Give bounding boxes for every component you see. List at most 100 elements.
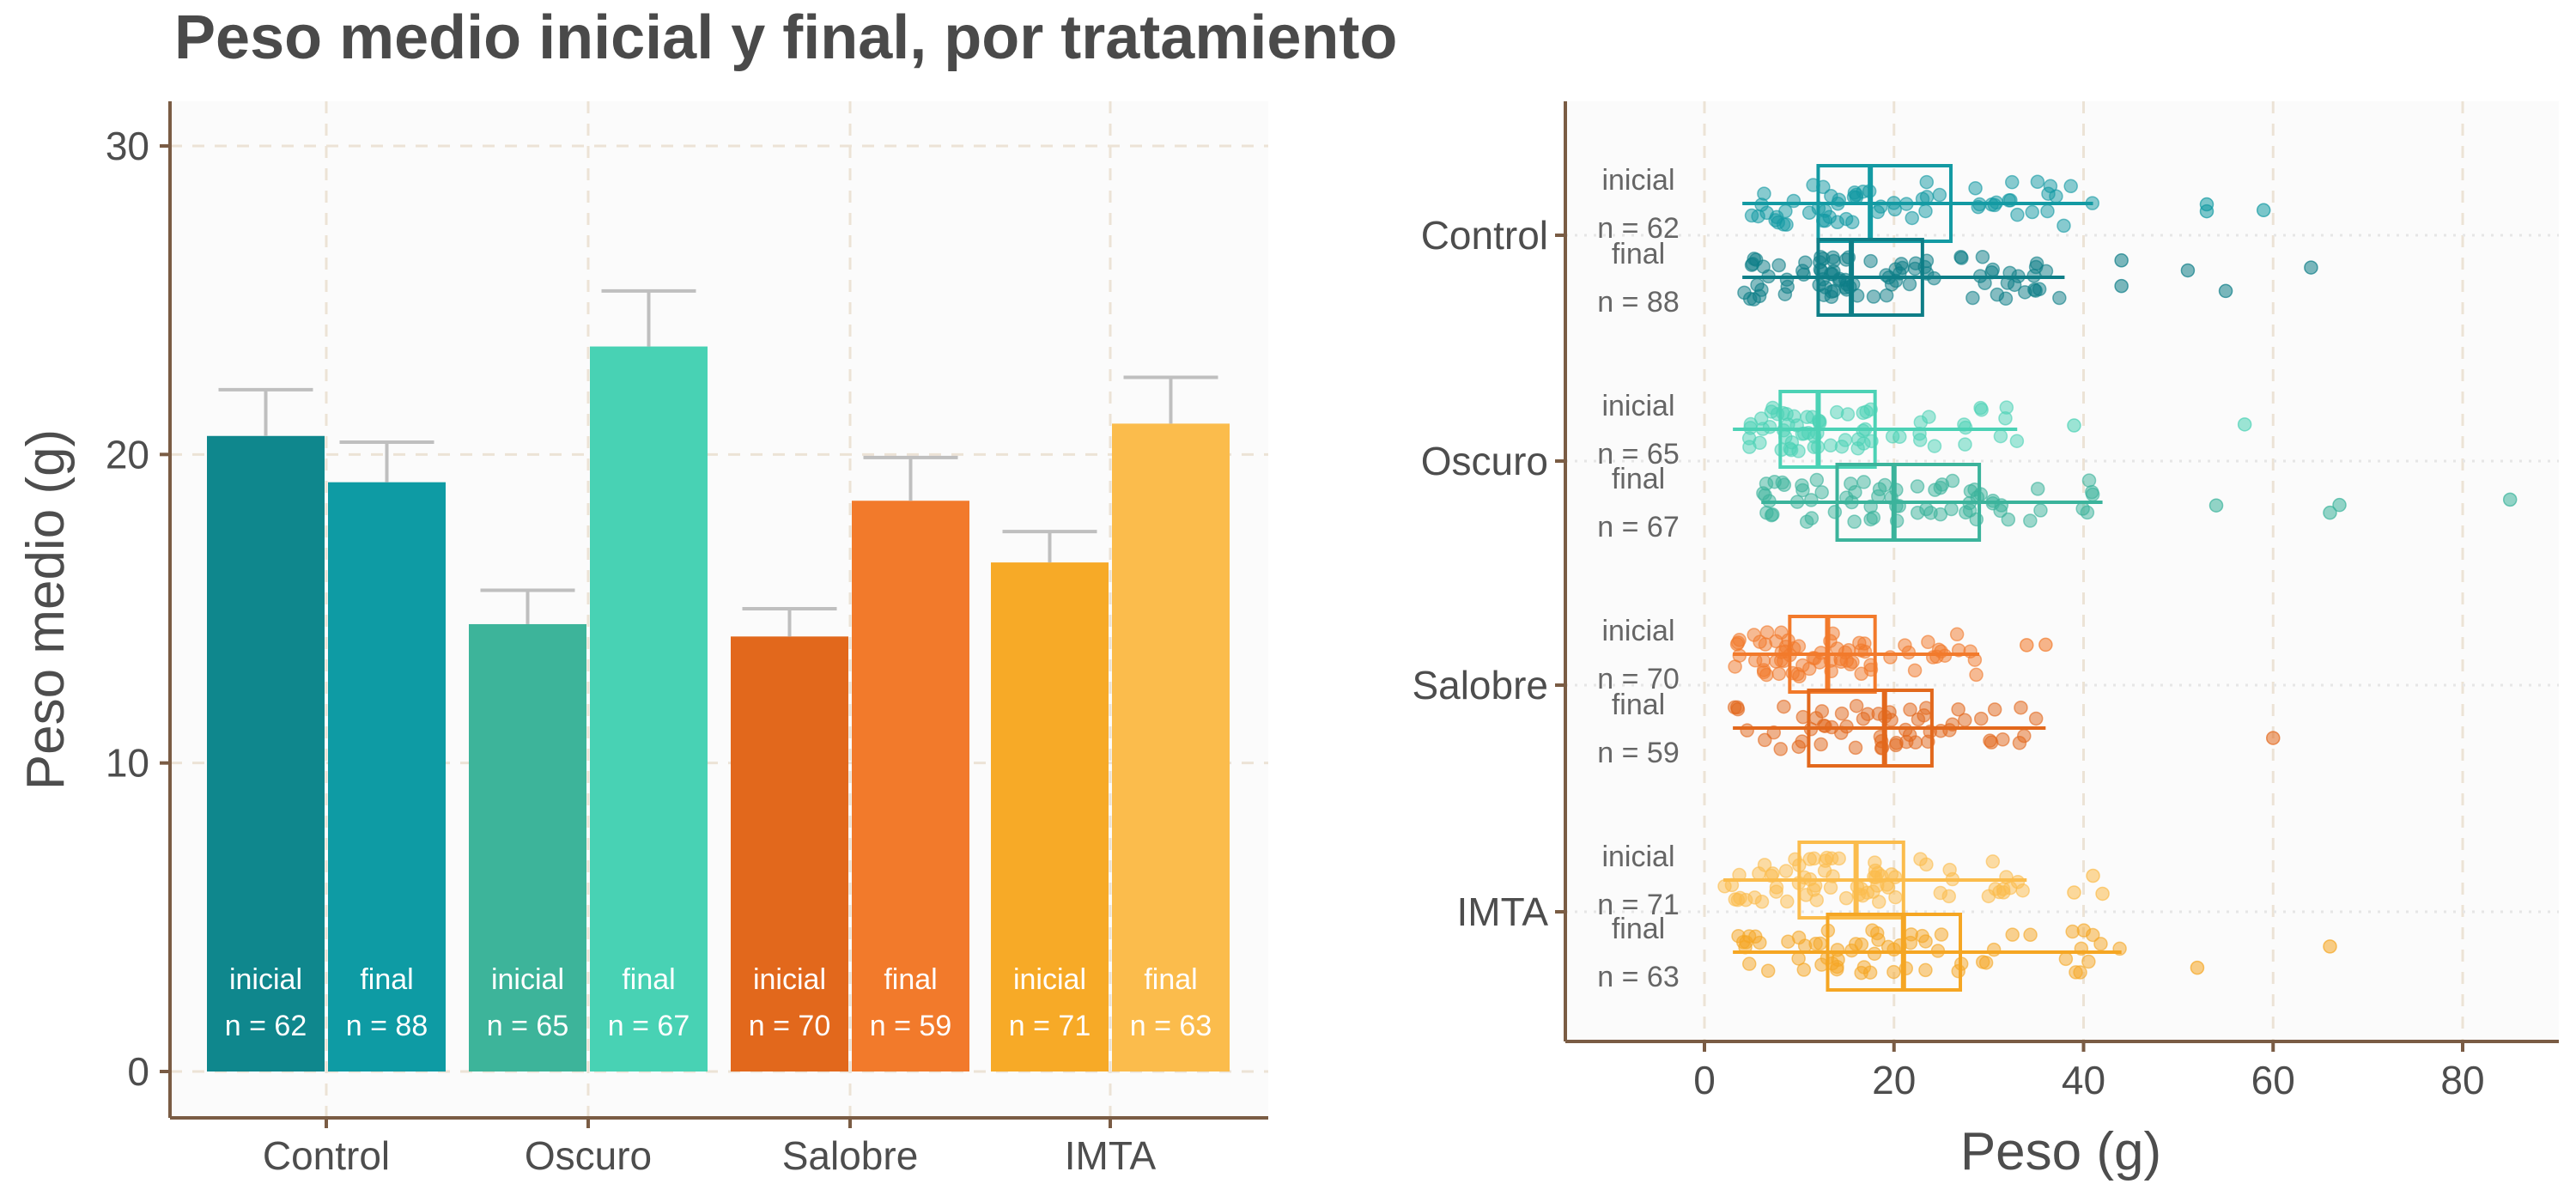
- box: [1816, 238, 1924, 317]
- data-point: [2010, 207, 2025, 222]
- group-n-label: n = 65: [1597, 438, 1679, 470]
- group-stage-label: final: [1612, 463, 1665, 495]
- outlier-point: [2190, 960, 2205, 975]
- data-point: [1996, 732, 2010, 747]
- data-point: [1737, 285, 1752, 300]
- data-point: [1905, 210, 1920, 226]
- data-point: [1809, 472, 1825, 488]
- data-point: [1975, 250, 1990, 264]
- x-tick-label: 20: [1872, 1058, 1916, 1102]
- bar-stage-label: final: [884, 963, 937, 996]
- group-n-label: n = 63: [1597, 961, 1679, 993]
- data-point: [2040, 203, 2055, 219]
- bar-n-label: n = 65: [487, 1010, 568, 1042]
- outlier-point: [2237, 417, 2252, 432]
- data-point: [1791, 930, 1807, 945]
- y-tick-label: 20: [106, 432, 149, 477]
- data-point: [1840, 407, 1856, 422]
- x-tick-label: Oscuro: [525, 1133, 652, 1178]
- data-point: [1993, 428, 2008, 444]
- data-point: [1823, 438, 1838, 453]
- data-point: [1954, 251, 1969, 265]
- data-point: [1860, 707, 1875, 721]
- data-point: [1818, 853, 1833, 868]
- data-point: [1849, 187, 1864, 203]
- outlier-point: [2199, 197, 2215, 212]
- data-point: [1780, 894, 1795, 909]
- group-stage-label: final: [1612, 689, 1665, 721]
- data-point: [2075, 501, 2090, 516]
- data-point: [1818, 719, 1832, 733]
- data-point: [2005, 927, 2020, 942]
- outlier-point: [2208, 498, 2224, 513]
- data-point: [1757, 858, 1772, 872]
- data-point: [1910, 479, 1925, 494]
- data-point: [1927, 439, 1942, 453]
- box: [1835, 463, 1982, 542]
- y-tick-label: 10: [106, 741, 149, 786]
- x-tick-label: 60: [2251, 1058, 2295, 1102]
- data-point: [2085, 927, 2100, 943]
- data-point: [1932, 187, 1947, 203]
- data-point: [2081, 473, 2097, 488]
- data-point: [1744, 208, 1759, 223]
- data-point: [1771, 666, 1787, 682]
- outlier-point: [2180, 263, 2196, 278]
- data-point: [1889, 736, 1904, 750]
- data-point: [2030, 482, 2045, 496]
- data-point: [1902, 276, 1917, 292]
- group-stage-label: inicial: [1601, 615, 1674, 647]
- bar-stage-label: inicial: [229, 963, 302, 996]
- data-point: [1758, 732, 1772, 748]
- data-point: [2001, 512, 2016, 527]
- data-point: [1759, 625, 1775, 640]
- data-point: [2058, 951, 2074, 967]
- data-point: [1848, 740, 1863, 756]
- outlier-point: [2502, 492, 2518, 507]
- data-point: [1886, 964, 1901, 980]
- data-point: [1998, 291, 2014, 307]
- outlier-point: [2114, 278, 2129, 294]
- data-point: [1848, 484, 1862, 500]
- plot-background: [1565, 101, 2559, 1041]
- data-point: [2030, 174, 2045, 189]
- group-n-label: n = 88: [1597, 286, 1679, 319]
- x-axis-title: Peso (g): [1960, 1122, 2161, 1181]
- data-point: [1965, 290, 1980, 306]
- bar-n-label: n = 88: [346, 1010, 428, 1042]
- outlier-point: [2323, 939, 2337, 954]
- data-point: [1942, 723, 1957, 738]
- bar: [1112, 423, 1230, 1071]
- data-point: [1814, 737, 1828, 752]
- data-point: [2093, 937, 2108, 951]
- data-point: [1777, 699, 1791, 714]
- data-point: [1791, 951, 1806, 966]
- data-point: [2023, 927, 2038, 943]
- data-point: [1986, 942, 2002, 957]
- data-point: [1752, 288, 1767, 304]
- data-point: [1919, 857, 1934, 872]
- bar-n-label: n = 71: [1009, 1010, 1091, 1042]
- outlier-point: [2218, 283, 2233, 299]
- data-point: [2063, 179, 2078, 194]
- data-point: [1773, 742, 1788, 756]
- data-point: [1949, 627, 1965, 642]
- data-point: [1951, 963, 1965, 979]
- data-point: [1756, 486, 1771, 501]
- data-point: [2073, 965, 2087, 980]
- data-point: [1849, 698, 1864, 713]
- bar: [731, 636, 848, 1071]
- data-point: [1918, 962, 1933, 978]
- data-point: [1919, 190, 1935, 204]
- bar-stage-label: final: [360, 963, 413, 996]
- data-point: [1941, 889, 1957, 904]
- data-point: [1786, 193, 1801, 209]
- data-point: [1865, 923, 1880, 938]
- group-n-label: n = 71: [1597, 889, 1679, 921]
- data-point: [1919, 501, 1934, 517]
- x-tick-label: 0: [1693, 1058, 1716, 1102]
- data-point: [2057, 218, 2071, 234]
- data-point: [1787, 409, 1801, 424]
